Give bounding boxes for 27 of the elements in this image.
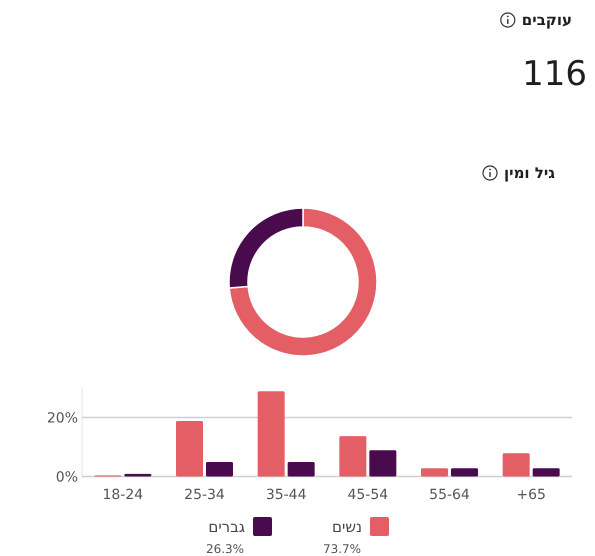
donut-slice bbox=[228, 207, 378, 357]
x-tick-label: 55-64 bbox=[429, 487, 470, 503]
y-tick-label: 20% bbox=[46, 410, 78, 426]
bar bbox=[451, 468, 478, 476]
data-label: 26.3% bbox=[206, 542, 244, 556]
x-tick-label: 25-34 bbox=[184, 487, 225, 503]
bar bbox=[176, 421, 203, 476]
x-tick-label: 45-54 bbox=[347, 487, 388, 503]
text: 116 bbox=[522, 54, 587, 94]
legend-label: נשים bbox=[332, 518, 362, 536]
bar bbox=[206, 462, 233, 476]
bar bbox=[369, 450, 396, 476]
x-tick-label: 18-24 bbox=[102, 487, 144, 503]
x-tick-label: +65 bbox=[516, 487, 546, 503]
x-tick-label: 35-44 bbox=[266, 487, 307, 503]
bar bbox=[288, 462, 315, 476]
text: עוקבים bbox=[522, 11, 572, 29]
data-label: 73.7% bbox=[322, 542, 362, 556]
text: גיל ומין bbox=[504, 164, 556, 182]
bar bbox=[502, 453, 530, 476]
bar bbox=[124, 474, 152, 476]
legend-label: גברים bbox=[208, 518, 245, 536]
bar bbox=[258, 391, 285, 476]
y-tick-label: 0% bbox=[56, 470, 78, 486]
bar bbox=[421, 468, 448, 476]
bar bbox=[339, 436, 366, 476]
bar bbox=[532, 468, 560, 476]
